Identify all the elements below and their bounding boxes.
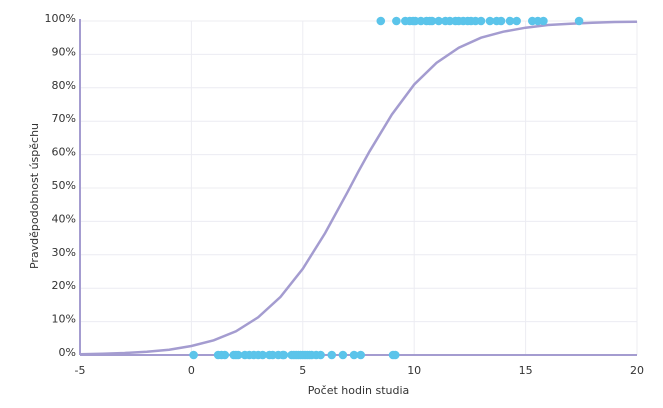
data-point [512,16,521,26]
y-axis-title: Pravděpodobnost úspěchu [28,123,41,269]
data-point [258,350,267,360]
data-point [574,16,584,26]
x-tick-label: 15 [519,364,533,377]
grid [80,20,638,355]
data-point [539,16,548,26]
x-tick-label: 5 [299,364,306,377]
data-point [356,350,366,360]
data-point [390,350,400,360]
x-tick-label: 20 [630,364,644,377]
y-tick-label: 10% [52,313,76,326]
tick-labels: 0% 10% 20% 30% 40% 50% 60% 70% 80% 90% 100% -5 0 5 10 1… [45,12,644,377]
y-tick-label: 30% [52,246,76,259]
data-point [233,350,243,360]
x-tick-label: 0 [188,364,195,377]
logistic-curve [79,20,638,356]
data-point [189,350,198,360]
data-points [189,16,584,360]
y-tick-label: 40% [52,212,76,225]
y-tick-label: 20% [52,279,76,292]
y-tick-label: 80% [52,79,76,92]
data-point [485,16,495,26]
data-point [427,16,437,26]
data-point [434,16,444,26]
data-point [496,16,506,26]
data-point [392,16,401,26]
data-point [476,16,486,26]
x-tick-label: 10 [407,364,421,377]
data-point [220,350,230,360]
y-tick-label: 90% [52,45,76,58]
x-tick-label: -5 [75,364,86,377]
data-point [376,16,386,26]
data-point [338,350,348,360]
y-tick-label: 60% [52,146,76,159]
y-tick-label: 70% [52,112,76,125]
axes [79,19,637,356]
data-point [316,350,325,360]
x-axis-title: Počet hodin studia [308,384,410,397]
y-tick-label: 50% [52,179,76,192]
data-point [349,350,359,360]
data-point [279,350,289,360]
y-tick-label: 100% [45,12,76,25]
y-tick-label: 0% [59,346,76,359]
data-point [327,350,337,360]
data-point [505,16,515,26]
